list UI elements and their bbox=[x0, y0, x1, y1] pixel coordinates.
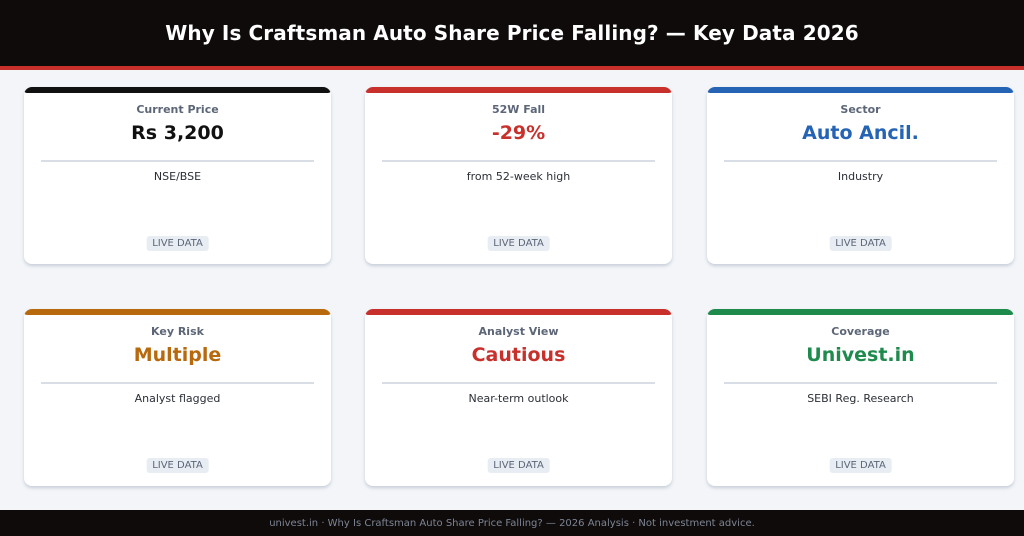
card-value: Auto Ancil. bbox=[802, 122, 919, 144]
card-value: Rs 3,200 bbox=[131, 122, 224, 144]
card-key-risk: Key Risk Multiple Analyst flagged LIVE D… bbox=[24, 309, 331, 486]
card-accent-bar bbox=[24, 309, 331, 315]
card-label: Analyst View bbox=[478, 325, 559, 338]
live-data-badge: LIVE DATA bbox=[146, 458, 209, 473]
card-label: Current Price bbox=[136, 103, 219, 116]
card-label: Sector bbox=[840, 103, 881, 116]
card-coverage: Coverage Univest.in SEBI Reg. Research L… bbox=[707, 309, 1014, 486]
header-banner: Why Is Craftsman Auto Share Price Fallin… bbox=[0, 0, 1024, 66]
footer-text: univest.in · Why Is Craftsman Auto Share… bbox=[269, 517, 755, 529]
card-divider bbox=[41, 382, 314, 384]
card-accent-bar bbox=[24, 87, 331, 93]
card-accent-bar bbox=[365, 87, 672, 93]
card-subtext: Industry bbox=[837, 170, 884, 183]
card-current-price: Current Price Rs 3,200 NSE/BSE LIVE DATA bbox=[24, 87, 331, 264]
card-value: Multiple bbox=[133, 344, 222, 366]
live-data-badge: LIVE DATA bbox=[829, 458, 892, 473]
card-52w-fall: 52W Fall -29% from 52-week high LIVE DAT… bbox=[365, 87, 672, 264]
live-data-badge: LIVE DATA bbox=[487, 236, 550, 251]
footer-bar: univest.in · Why Is Craftsman Auto Share… bbox=[0, 510, 1024, 536]
header-accent-rule bbox=[0, 66, 1024, 70]
card-subtext: Near-term outlook bbox=[468, 392, 569, 405]
card-subtext: SEBI Reg. Research bbox=[807, 392, 914, 405]
card-subtext: from 52-week high bbox=[466, 170, 571, 183]
card-divider bbox=[724, 382, 997, 384]
card-analyst-view: Analyst View Cautious Near-term outlook … bbox=[365, 309, 672, 486]
card-subtext: Analyst flagged bbox=[134, 392, 221, 405]
card-accent-bar bbox=[707, 309, 1014, 315]
card-divider bbox=[41, 160, 314, 162]
card-divider bbox=[382, 160, 655, 162]
live-data-badge: LIVE DATA bbox=[487, 458, 550, 473]
page-title: Why Is Craftsman Auto Share Price Fallin… bbox=[165, 21, 859, 45]
card-accent-bar bbox=[365, 309, 672, 315]
card-accent-bar bbox=[707, 87, 1014, 93]
live-data-badge: LIVE DATA bbox=[146, 236, 209, 251]
card-subtext: NSE/BSE bbox=[153, 170, 202, 183]
card-divider bbox=[382, 382, 655, 384]
card-value: -29% bbox=[491, 122, 546, 144]
card-label: 52W Fall bbox=[491, 103, 546, 116]
card-value: Univest.in bbox=[806, 344, 915, 366]
card-label: Coverage bbox=[831, 325, 890, 338]
card-value: Cautious bbox=[471, 344, 566, 366]
live-data-badge: LIVE DATA bbox=[829, 236, 892, 251]
card-sector: Sector Auto Ancil. Industry LIVE DATA bbox=[707, 87, 1014, 264]
card-label: Key Risk bbox=[151, 325, 204, 338]
card-divider bbox=[724, 160, 997, 162]
